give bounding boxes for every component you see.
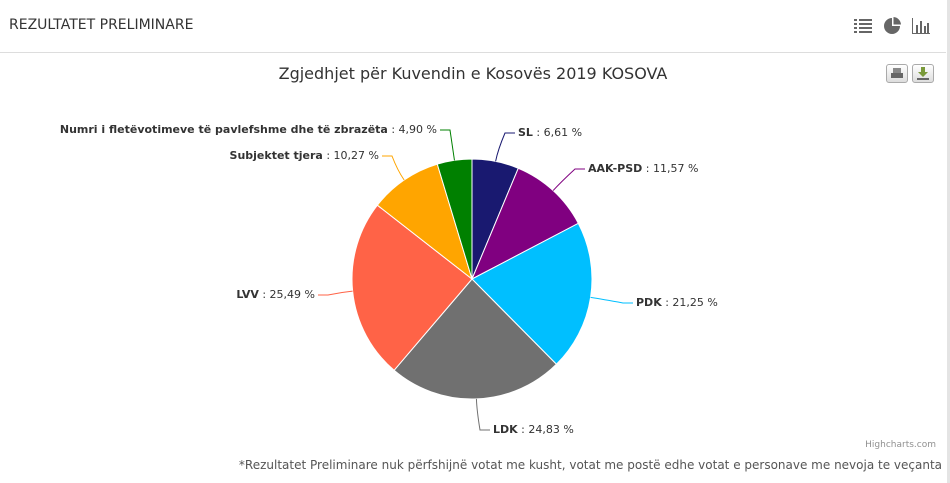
download-button[interactable]	[912, 64, 934, 83]
label-value: : 21,25 %	[661, 296, 718, 309]
connector-line	[590, 296, 633, 304]
pie-slice[interactable]	[471, 222, 593, 365]
list-icon[interactable]	[853, 17, 873, 35]
data-label: PDK : 21,25 %	[636, 296, 718, 309]
print-icon	[891, 68, 903, 78]
connector-line	[552, 168, 585, 191]
label-value: : 25,49 %	[258, 288, 315, 301]
label-value: : 4,90 %	[387, 123, 437, 136]
panel-title: REZULTATET PRELIMINARE	[9, 17, 194, 33]
label-value: : 11,57 %	[642, 162, 699, 175]
data-label: AAK-PSD : 11,57 %	[588, 162, 698, 175]
label-name: Subjektet tjera	[229, 149, 323, 162]
pie-chart-icon[interactable]	[882, 17, 902, 35]
connector-line	[318, 290, 353, 296]
label-value: : 10,27 %	[322, 149, 379, 162]
label-value: : 24,83 %	[517, 423, 574, 436]
data-label: LDK : 24,83 %	[493, 423, 574, 436]
data-label: Numri i fletëvotimeve të pavlefshme dhe …	[60, 123, 437, 136]
pie-slice[interactable]	[351, 204, 473, 371]
connector-line	[475, 398, 490, 431]
footnote: *Rezultatet Preliminare nuk përfshijnë v…	[238, 458, 942, 472]
data-label: LVV : 25,49 %	[236, 288, 315, 301]
chart-title: Zgjedhjet për Kuvendin e Kosovës 2019 KO…	[278, 64, 668, 83]
label-name: SL	[518, 126, 533, 139]
label-value: : 6,61 %	[532, 126, 583, 139]
connector-line	[440, 129, 455, 161]
highcharts-credit[interactable]: Highcharts.com	[865, 440, 936, 450]
label-name: Numri i fletëvotimeve të pavlefshme dhe …	[59, 123, 388, 136]
pie-slice[interactable]	[376, 163, 473, 281]
label-name: PDK	[636, 296, 662, 309]
connector-line	[382, 155, 405, 181]
data-label: Subjektet tjera : 10,27 %	[230, 149, 379, 162]
label-name: LVV	[236, 288, 259, 301]
label-name: AAK-PSD	[588, 162, 643, 175]
connector-line	[495, 132, 515, 162]
label-name: LDK	[493, 423, 518, 436]
data-label: SL : 6,61 %	[518, 126, 582, 139]
bar-chart-icon[interactable]	[911, 17, 931, 35]
panel-header: REZULTATET PRELIMINARE	[0, 0, 946, 53]
print-button[interactable]	[886, 64, 908, 83]
scrollbar[interactable]	[947, 0, 950, 483]
download-icon	[917, 67, 929, 80]
